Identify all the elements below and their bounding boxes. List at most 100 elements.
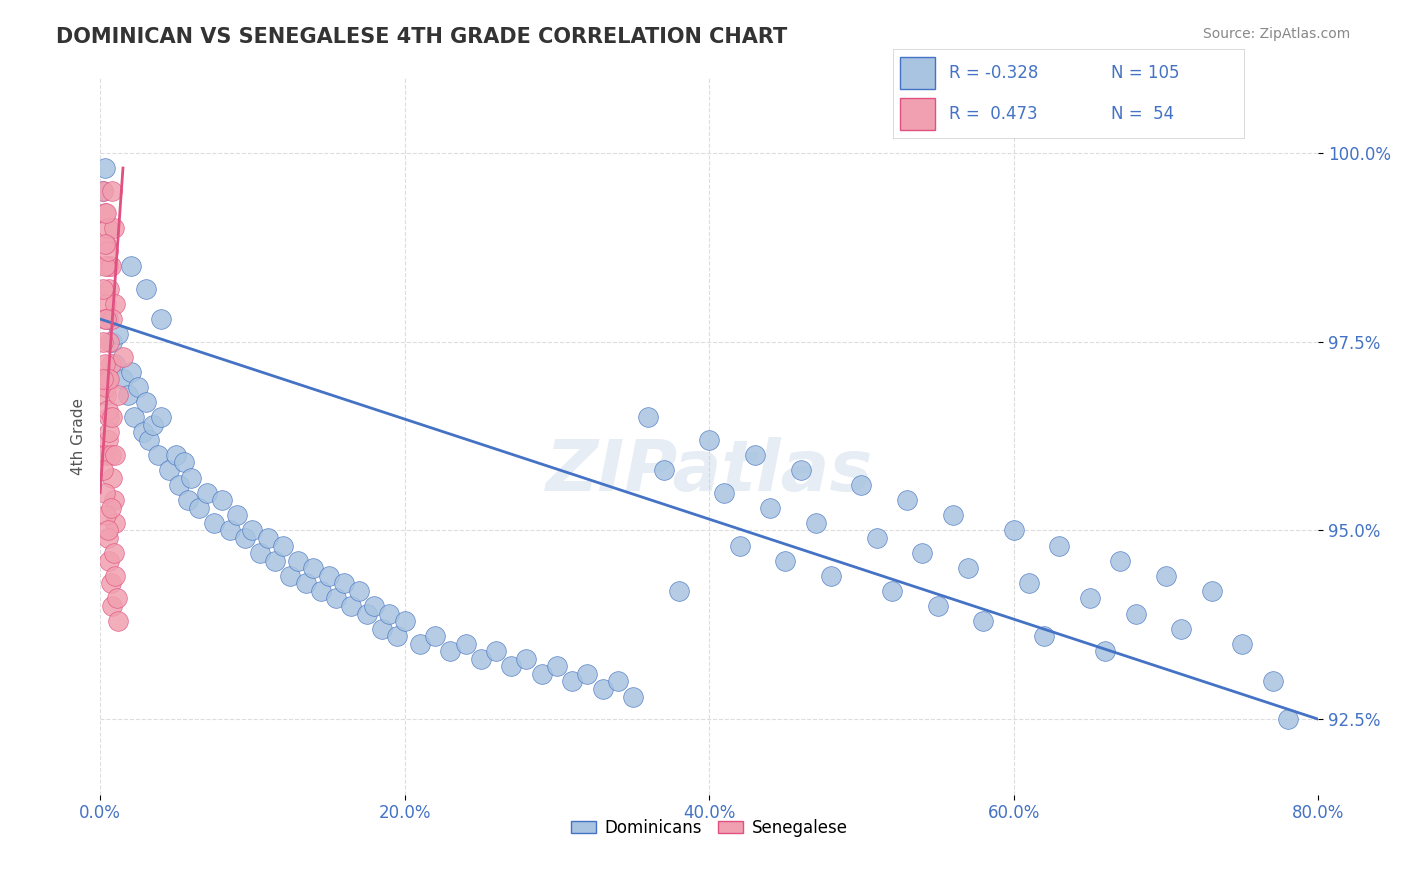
Point xyxy=(96,380,118,394)
Point xyxy=(97,221,120,235)
Point xyxy=(385,629,408,643)
Point xyxy=(256,531,278,545)
Point xyxy=(96,387,118,401)
Point xyxy=(101,470,124,484)
Point xyxy=(97,312,120,326)
Point xyxy=(107,327,129,342)
Point xyxy=(91,463,114,477)
FancyBboxPatch shape xyxy=(900,98,935,130)
Point xyxy=(530,666,553,681)
Point xyxy=(1033,629,1056,643)
Point xyxy=(409,637,432,651)
Point xyxy=(91,372,114,386)
Point xyxy=(96,206,118,220)
Text: ZIPatlas: ZIPatlas xyxy=(546,437,873,507)
Point xyxy=(652,463,675,477)
Point xyxy=(515,652,537,666)
Point xyxy=(100,259,122,273)
Point xyxy=(1094,644,1116,658)
Point xyxy=(98,554,121,568)
FancyBboxPatch shape xyxy=(900,57,935,89)
Point xyxy=(142,417,165,432)
Point xyxy=(1018,576,1040,591)
Point xyxy=(1078,591,1101,606)
Point xyxy=(104,516,127,530)
Point xyxy=(100,448,122,462)
Point xyxy=(93,161,115,175)
Point xyxy=(226,508,249,523)
Point xyxy=(454,637,477,651)
Point xyxy=(363,599,385,613)
Point xyxy=(804,516,827,530)
Point xyxy=(606,674,628,689)
Point xyxy=(942,508,965,523)
Point xyxy=(104,448,127,462)
Point xyxy=(972,614,994,628)
Point xyxy=(1170,622,1192,636)
Point xyxy=(97,259,120,273)
Point xyxy=(104,297,127,311)
Point xyxy=(233,531,256,545)
Point xyxy=(111,350,134,364)
Point xyxy=(93,259,115,273)
Point xyxy=(93,312,115,326)
Point xyxy=(1049,539,1071,553)
Point xyxy=(150,410,173,425)
Point xyxy=(318,568,340,582)
Point xyxy=(97,524,120,538)
Point xyxy=(211,493,233,508)
Point xyxy=(340,599,363,613)
Point xyxy=(202,516,225,530)
Point xyxy=(93,206,115,220)
Point xyxy=(97,433,120,447)
Point xyxy=(423,629,446,643)
Point xyxy=(180,470,202,484)
Point xyxy=(264,554,287,568)
Point xyxy=(104,568,127,582)
Point xyxy=(91,282,114,296)
Text: Source: ZipAtlas.com: Source: ZipAtlas.com xyxy=(1202,27,1350,41)
Point xyxy=(120,259,142,273)
Point xyxy=(637,410,659,425)
Point xyxy=(294,576,316,591)
Point xyxy=(280,568,302,582)
Point xyxy=(111,372,134,386)
Point xyxy=(249,546,271,560)
Point xyxy=(302,561,325,575)
Point xyxy=(1261,674,1284,689)
Point xyxy=(169,478,191,492)
Point xyxy=(1154,568,1177,582)
Point xyxy=(96,312,118,326)
Point xyxy=(439,644,461,658)
Point xyxy=(1201,583,1223,598)
Point xyxy=(146,448,169,462)
Point xyxy=(96,508,118,523)
Point xyxy=(97,531,120,545)
Point xyxy=(104,357,127,371)
Point xyxy=(91,184,114,198)
Point xyxy=(120,365,142,379)
Point xyxy=(820,568,842,582)
Point xyxy=(911,546,934,560)
Point xyxy=(100,576,122,591)
Point xyxy=(107,387,129,401)
Point xyxy=(789,463,811,477)
Point xyxy=(100,500,122,515)
Point xyxy=(851,478,873,492)
Y-axis label: 4th Grade: 4th Grade xyxy=(72,398,86,475)
Text: N =  54: N = 54 xyxy=(1111,105,1174,123)
Point xyxy=(93,485,115,500)
Point xyxy=(561,674,583,689)
Point xyxy=(173,455,195,469)
Point xyxy=(394,614,416,628)
Point xyxy=(744,448,766,462)
Point xyxy=(325,591,347,606)
Point xyxy=(356,607,378,621)
Point xyxy=(91,334,114,349)
Point xyxy=(101,410,124,425)
Point xyxy=(759,500,782,515)
Point xyxy=(309,583,332,598)
Point xyxy=(122,410,145,425)
Point xyxy=(135,395,157,409)
Point xyxy=(697,433,720,447)
